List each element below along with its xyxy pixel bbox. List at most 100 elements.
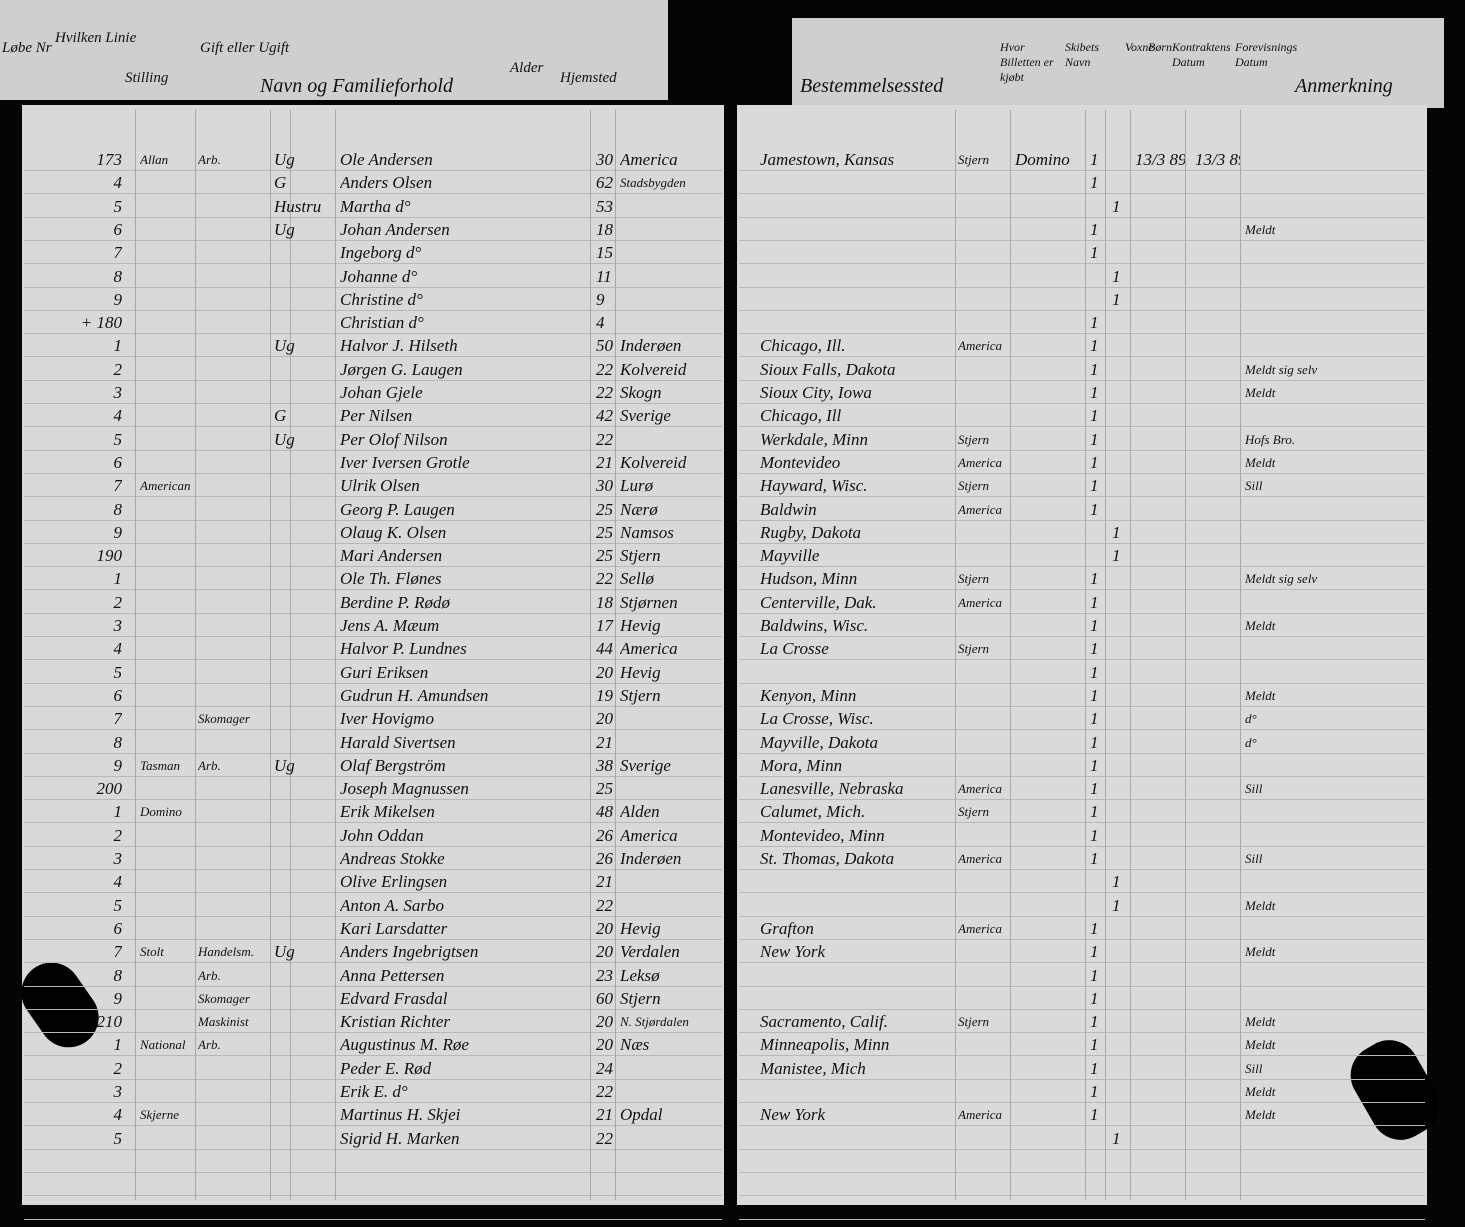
ruled-line <box>739 869 1425 870</box>
ruled-line <box>24 309 722 311</box>
cell-ticket: America <box>958 501 1003 517</box>
cell-name: Joseph Magnussen <box>340 779 469 799</box>
cell-age: 22 <box>596 569 613 589</box>
cell-age: 4 <box>596 313 605 333</box>
column-header: Gift eller Ugift <box>200 40 290 56</box>
cell-destination: Mayville, Dakota <box>760 732 879 752</box>
cell-name: Johan Andersen <box>340 219 450 239</box>
cell-destination: Baldwin <box>760 499 817 519</box>
cell-adult: 1 <box>1090 173 1099 193</box>
cell-line: Allan <box>140 152 169 167</box>
ruled-line <box>24 752 722 754</box>
cell-nr: 3 <box>113 1082 123 1101</box>
ruled-line <box>739 1008 1425 1010</box>
cell-adult: 1 <box>1090 755 1099 775</box>
ruled-line <box>739 403 1425 404</box>
cell-age: 23 <box>596 965 613 985</box>
cell-child: 1 <box>1112 289 1121 309</box>
ruled-line <box>739 729 1425 731</box>
cell-name: Olaug K. Olsen <box>340 522 447 542</box>
ruled-line <box>739 309 1425 311</box>
cell-ticket: Stjern <box>958 478 990 494</box>
cell-note: Meldt <box>1245 897 1276 913</box>
ruled-line <box>24 1032 722 1034</box>
cell-adult: 1 <box>1090 1035 1099 1055</box>
cell-nr: 1 <box>113 802 123 822</box>
cell-adult: 1 <box>1090 476 1099 496</box>
cell-nr: + 180 <box>80 313 122 333</box>
column-header: Hvor Billetten er kjøbt <box>1000 40 1054 84</box>
cell-child: 1 <box>1112 546 1121 566</box>
column-header: Børn <box>1148 40 1172 54</box>
cell-position: Handelsm. <box>198 944 254 960</box>
column-rule <box>1185 110 1186 1200</box>
cell-line: American <box>140 478 190 494</box>
cell-note: Sill <box>1245 851 1263 866</box>
cell-nr: 3 <box>113 383 123 402</box>
cell-home: Alden <box>620 802 660 822</box>
cell-destination: Jamestown, Kansas <box>760 150 895 169</box>
cell-nr: 8 <box>113 732 123 752</box>
ruled-line <box>24 1218 722 1220</box>
cell-name: Augustinus M. Røe <box>340 1035 469 1055</box>
cell-name: Johanne d° <box>340 266 418 286</box>
cell-ticket: America <box>958 781 1003 797</box>
ruled-line <box>24 403 722 404</box>
header-strip-left <box>0 0 668 100</box>
cell-name: Anders Olsen <box>340 173 433 193</box>
cell-age: 18 <box>596 592 613 612</box>
column-header: Voxne <box>1125 40 1154 54</box>
ruled-line <box>739 799 1425 801</box>
cell-ticket: Stjern <box>958 152 990 167</box>
cell-adult: 1 <box>1090 639 1099 659</box>
cell-age: 38 <box>596 755 613 775</box>
cell-nr: 8 <box>113 965 123 985</box>
cell-ticket: America <box>958 1107 1003 1123</box>
ruled-line <box>739 379 1425 381</box>
ruled-line <box>739 472 1425 474</box>
cell-nr: 8 <box>113 266 123 286</box>
ruled-line <box>24 496 722 498</box>
ruled-line <box>24 775 722 777</box>
ruled-line <box>739 216 1425 218</box>
cell-name: Martinus H. Skjei <box>340 1105 461 1125</box>
cell-note: Meldt sig selv <box>1245 571 1318 587</box>
cell-home: Inderøen <box>620 336 682 356</box>
cell-age: 21 <box>596 732 613 752</box>
cell-note: Sill <box>1245 781 1263 797</box>
cell-adult: 1 <box>1090 592 1099 612</box>
cell-adult: 1 <box>1090 918 1099 938</box>
cell-age: 15 <box>596 243 613 263</box>
cell-nr: 1 <box>113 569 123 589</box>
cell-age: 25 <box>596 522 613 542</box>
cell-name: Erik Mikelsen <box>340 802 435 822</box>
ruled-line <box>739 426 1425 428</box>
cell-age: 44 <box>596 639 613 659</box>
cell-child: 1 <box>1112 196 1121 216</box>
column-rule <box>335 110 336 1200</box>
ruled-line <box>24 542 722 544</box>
cell-ticket: Stjern <box>958 1014 990 1030</box>
cell-ticket: Stjern <box>958 571 990 587</box>
cell-position: Skomager <box>198 711 250 727</box>
cell-nr: 5 <box>113 1128 123 1148</box>
ruled-line <box>739 1195 1425 1197</box>
cell-name: Christian d° <box>340 313 424 333</box>
cell-nr: 7 <box>113 243 123 263</box>
cell-name: Jens A. Mæum <box>340 616 440 635</box>
cell-home: Kolvereid <box>620 452 687 472</box>
cell-home: Sellø <box>620 569 654 589</box>
cell-ticket: America <box>958 920 1003 936</box>
cell-home: Stjern <box>620 685 661 705</box>
cell-nr: 3 <box>113 849 123 868</box>
cell-position: Arb. <box>198 967 221 983</box>
cell-age: 22 <box>596 359 613 379</box>
left-page <box>22 105 724 1205</box>
cell-destination: Manistee, Mich <box>760 1058 866 1078</box>
cell-status: Ug <box>274 336 295 356</box>
header-strip-right <box>792 18 1444 108</box>
cell-adult: 1 <box>1090 709 1099 729</box>
cell-name: John Oddan <box>340 825 424 845</box>
cell-adult: 1 <box>1090 825 1099 845</box>
